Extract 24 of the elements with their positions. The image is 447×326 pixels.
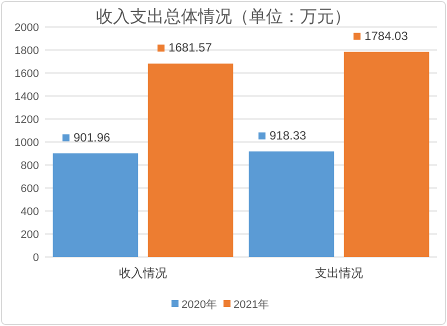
bar	[52, 153, 138, 257]
y-tick-label: 400	[20, 206, 39, 218]
y-tick-label: 2000	[14, 22, 39, 34]
y-tick-label: 0	[32, 252, 39, 264]
legend-label: 2021年	[234, 299, 269, 311]
bar	[148, 64, 234, 257]
x-tick-label: 支出情况	[315, 266, 363, 280]
y-tick-label: 1800	[14, 45, 39, 57]
chart-title: 收入支出总体情况（单位：万元）	[96, 7, 351, 26]
data-label: 1784.03	[364, 28, 408, 43]
data-label: 918.33	[269, 128, 306, 142]
bar	[344, 52, 430, 257]
y-tick-label: 1200	[14, 114, 39, 126]
y-tick-label: 800	[20, 160, 39, 172]
legend-label: 2020年	[182, 299, 217, 311]
bar	[248, 151, 334, 257]
y-tick-label: 200	[20, 229, 39, 241]
y-tick-label: 1600	[14, 68, 39, 80]
data-label: 1681.57	[168, 40, 212, 55]
x-tick-label: 收入情况	[119, 266, 167, 280]
data-label: 901.96	[73, 130, 110, 144]
y-tick-label: 1000	[14, 137, 39, 149]
y-tick-label: 1400	[14, 91, 39, 103]
y-tick-label: 600	[20, 183, 39, 195]
